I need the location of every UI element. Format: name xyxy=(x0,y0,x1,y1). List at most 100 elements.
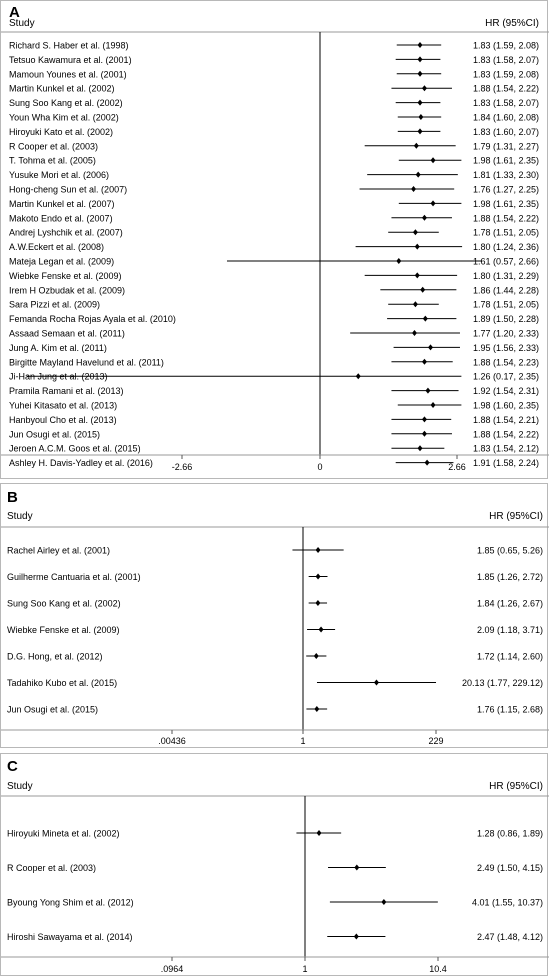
study-label: Sung Soo Kang et al. (2002) xyxy=(7,599,121,609)
study-header: Study xyxy=(7,511,33,522)
point-estimate xyxy=(417,99,423,106)
study-label: Sung Soo Kang et al. (2002) xyxy=(9,98,123,108)
x-tick-label: 229 xyxy=(428,736,443,746)
hr-ci-text: 1.88 (1.54, 2.21) xyxy=(473,415,539,425)
study-header: Study xyxy=(9,18,35,29)
hr-ci-text: 1.83 (1.58, 2.07) xyxy=(473,98,539,108)
point-estimate xyxy=(412,301,418,308)
study-label: Yusuke Mori et al. (2006) xyxy=(9,170,109,180)
point-estimate xyxy=(421,416,427,423)
effect-header: HR (95%CI) xyxy=(489,511,543,522)
hr-ci-text: 1.85 (0.65, 5.26) xyxy=(477,546,543,556)
point-estimate xyxy=(425,387,431,394)
study-label: Birgitte Mayland Havelund et al. (2011) xyxy=(9,357,164,367)
hr-ci-text: 1.98 (1.61, 2.35) xyxy=(473,199,539,209)
point-estimate xyxy=(354,864,360,871)
hr-ci-text: 1.88 (1.54, 2.22) xyxy=(473,213,539,223)
study-label: Hiroshi Sawayama et al. (2014) xyxy=(7,932,133,942)
point-estimate xyxy=(421,214,427,221)
hr-ci-text: 2.47 (1.48, 4.12) xyxy=(477,932,543,942)
point-estimate xyxy=(355,373,361,380)
hr-ci-text: 1.98 (1.60, 2.35) xyxy=(473,401,539,411)
study-label: R Cooper et al. (2003) xyxy=(9,141,98,151)
study-label: Assaad Semaan et al. (2011) xyxy=(9,329,125,339)
effect-header: HR (95%CI) xyxy=(489,781,543,792)
point-estimate xyxy=(417,128,423,135)
panel-label: A xyxy=(9,4,20,21)
hr-ci-text: 1.92 (1.54, 2.31) xyxy=(473,386,539,396)
study-label: Yuhei Kitasato et al. (2013) xyxy=(9,401,117,411)
effect-header: HR (95%CI) xyxy=(485,18,539,29)
study-label: Hiroyuki Mineta et al. (2002) xyxy=(7,829,120,839)
hr-ci-text: 4.01 (1.55, 10.37) xyxy=(472,898,543,908)
x-tick-label: .0964 xyxy=(161,964,184,974)
study-label: Pramila Ramani et al. (2013) xyxy=(9,386,124,396)
panel-label: C xyxy=(7,758,18,775)
point-estimate xyxy=(430,200,436,207)
study-label: Mateja Legan et al. (2009) xyxy=(9,257,114,267)
x-tick-label: -2.66 xyxy=(172,462,193,472)
point-estimate xyxy=(421,430,427,437)
point-estimate xyxy=(421,85,427,92)
hr-ci-text: 1.78 (1.51, 2.05) xyxy=(473,228,539,238)
hr-ci-text: 1.28 (0.86, 1.89) xyxy=(477,829,543,839)
study-label: Tetsuo Kawamura et al. (2001) xyxy=(9,55,132,65)
hr-ci-text: 1.76 (1.27, 2.25) xyxy=(473,185,539,195)
hr-ci-text: 1.76 (1.15, 2.68) xyxy=(477,705,543,715)
study-label: Femanda Rocha Rojas Ayala et al. (2010) xyxy=(9,314,176,324)
x-tick-label: 1 xyxy=(302,964,307,974)
hr-ci-text: 1.80 (1.31, 2.29) xyxy=(473,271,539,281)
study-label: Hanbyoul Cho et al. (2013) xyxy=(9,415,117,425)
hr-ci-text: 2.09 (1.18, 3.71) xyxy=(477,625,543,635)
hr-ci-text: 1.77 (1.20, 2.33) xyxy=(473,329,539,339)
hr-ci-text: 1.84 (1.60, 2.08) xyxy=(473,113,539,123)
hr-ci-text: 1.78 (1.51, 2.05) xyxy=(473,300,539,310)
point-estimate xyxy=(421,358,427,365)
point-estimate xyxy=(315,600,321,606)
point-estimate xyxy=(316,830,322,836)
hr-ci-text: 1.84 (1.26, 2.67) xyxy=(477,599,543,609)
hr-ci-text: 1.61 (0.57, 2.66) xyxy=(473,257,539,267)
hr-ci-text: 1.98 (1.61, 2.35) xyxy=(473,156,539,166)
hr-ci-text: 1.88 (1.54, 2.23) xyxy=(473,357,539,367)
study-label: Tadahiko Kubo et al. (2015) xyxy=(7,678,117,688)
study-label: Rachel Airley et al. (2001) xyxy=(7,546,110,556)
hr-ci-text: 1.85 (1.26, 2.72) xyxy=(477,572,543,582)
study-label: Jeroen A.C.M. Goos et al. (2015) xyxy=(9,444,141,454)
point-estimate xyxy=(428,344,434,351)
forest-panel-b: B Study HR (95%CI) .00436 1 229 Rachel Airley … xyxy=(0,483,549,748)
study-label: Wiebke Fenske et al. (2009) xyxy=(9,271,122,281)
hr-ci-text: 1.95 (1.56, 2.33) xyxy=(473,343,539,353)
hr-ci-text: 1.91 (1.58, 2.24) xyxy=(473,458,539,468)
hr-ci-text: 1.83 (1.58, 2.07) xyxy=(473,55,539,65)
study-label: Hiroyuki Kato et al. (2002) xyxy=(9,127,113,137)
study-label: Andrej Lyshchik et al. (2007) xyxy=(9,228,123,238)
study-label: Wiebke Fenske et al. (2009) xyxy=(7,625,120,635)
study-label: Martin Kunkel et al. (2007) xyxy=(9,199,115,209)
point-estimate xyxy=(373,679,379,686)
x-tick-label: .00436 xyxy=(158,736,186,746)
point-estimate xyxy=(422,315,428,322)
point-estimate xyxy=(430,402,436,408)
study-label: Richard S. Haber et al. (1998) xyxy=(9,41,129,51)
forest-panel-c: C Study HR (95%CI) .0964 1 10.4 Hiroyuki Minet… xyxy=(0,753,549,976)
study-label: R Cooper et al. (2003) xyxy=(7,863,96,873)
study-label: Irem H Ozbudak et al. (2009) xyxy=(9,285,125,295)
hr-ci-text: 1.88 (1.54, 2.22) xyxy=(473,429,539,439)
hr-ci-text: 2.49 (1.50, 4.15) xyxy=(477,863,543,873)
point-estimate xyxy=(314,706,320,712)
point-estimate xyxy=(415,171,421,178)
hr-ci-text: 1.83 (1.59, 2.08) xyxy=(473,41,539,51)
point-estimate xyxy=(414,272,420,279)
point-estimate xyxy=(417,445,423,452)
point-estimate xyxy=(417,42,423,48)
forest-panel-a: A Study HR (95%CI) -2.66 0 2.66 Richard S. Hab… xyxy=(0,0,549,479)
hr-ci-text: 1.79 (1.31, 2.27) xyxy=(473,141,539,151)
x-tick-label: 0 xyxy=(317,462,322,472)
study-label: Martin Kunkel et al. (2002) xyxy=(9,84,115,94)
hr-ci-text: 1.83 (1.54, 2.12) xyxy=(473,444,539,454)
point-estimate xyxy=(424,459,430,466)
forest-plot-c: C Study HR (95%CI) .0964 1 10.4 Hiroyuki Minet… xyxy=(1,758,549,974)
study-label: Jun Osugi et al. (2015) xyxy=(9,429,100,439)
point-estimate xyxy=(315,573,321,580)
